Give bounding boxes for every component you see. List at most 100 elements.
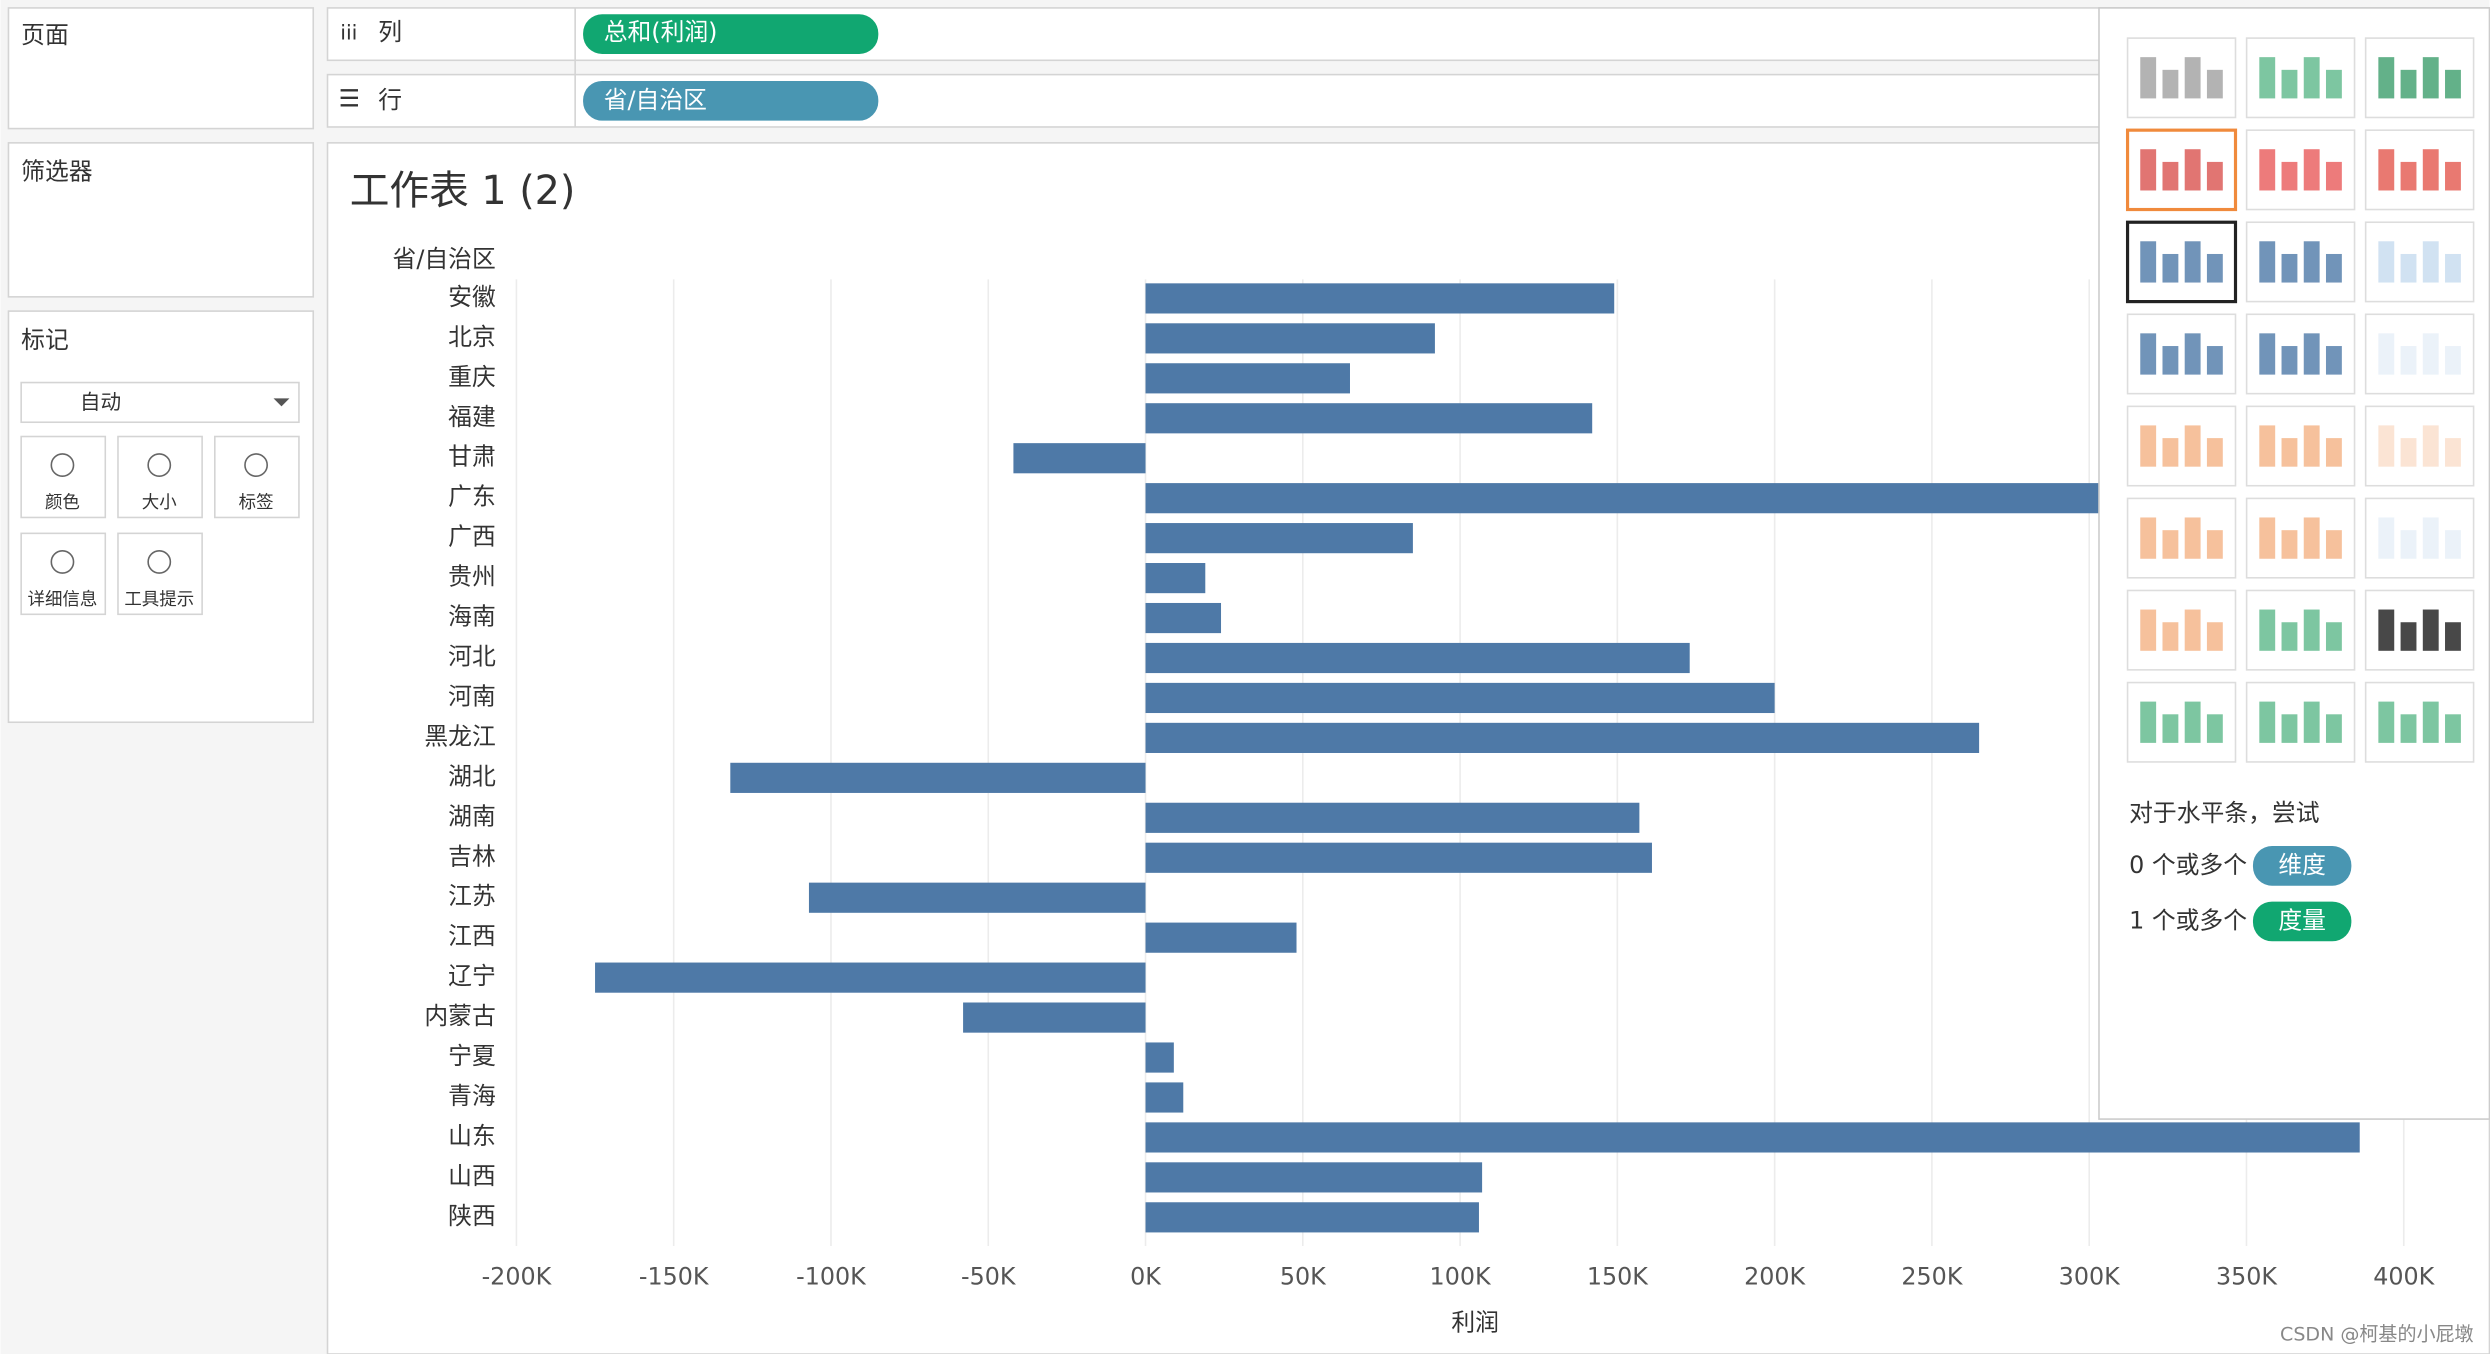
- y-tick-label: 宁夏: [448, 1042, 496, 1070]
- mark-type: 自动: [80, 390, 121, 414]
- thumbnail-glyph: [2303, 333, 2320, 375]
- thumbnail-glyph: [2378, 609, 2395, 651]
- thumbnail-glyph: [2140, 57, 2157, 99]
- bar: [1145, 283, 1615, 314]
- thumbnail-glyph: [2378, 517, 2395, 559]
- thumbnail-glyph: [2325, 69, 2342, 99]
- thumbnail-glyph: [2445, 530, 2461, 559]
- thumbnail-glyph: [2206, 346, 2223, 375]
- thumbnail-glyph: [2378, 701, 2395, 743]
- button-icon: [147, 550, 172, 574]
- bar: [808, 882, 1146, 913]
- thumbnail-glyph: [2303, 609, 2320, 651]
- pages-title: 页面: [21, 21, 69, 49]
- x-axis-label: 利润: [1451, 1308, 1499, 1336]
- mark-button[interactable]: [117, 532, 203, 616]
- thumbnail-glyph: [2400, 714, 2417, 743]
- x-tick-label: 200K: [1744, 1262, 1806, 1290]
- thumbnail-glyph: [2140, 241, 2157, 283]
- thumbnail-glyph: [2303, 241, 2320, 283]
- thumbnail-glyph: [2206, 253, 2223, 283]
- thumbnail-glyph: [2162, 161, 2179, 191]
- thumbnail-glyph: [2400, 438, 2417, 467]
- y-tick-label: 黑龙江: [424, 722, 495, 750]
- thumbnail-glyph: [2422, 149, 2439, 191]
- y-tick-label: 江苏: [448, 882, 496, 910]
- y-tick-label: 陕西: [448, 1202, 496, 1230]
- mark-button[interactable]: [214, 435, 300, 519]
- thumbnail-glyph: [2259, 57, 2276, 99]
- y-tick-label: 海南: [448, 603, 496, 631]
- thumbnail-glyph: [2325, 438, 2342, 467]
- button-icon: [50, 550, 75, 574]
- thumbnail-glyph: [2325, 346, 2342, 375]
- thumbnail-glyph: [2140, 517, 2157, 559]
- thumbnail-glyph: [2206, 69, 2223, 99]
- thumbnail-glyph: [2378, 241, 2395, 283]
- bar: [1145, 1162, 1483, 1193]
- x-tick-label: -100K: [796, 1262, 867, 1290]
- thumbnail-glyph: [2325, 530, 2342, 559]
- thumbnail-glyph: [2422, 425, 2439, 467]
- bar: [1145, 842, 1652, 873]
- thumbnail-glyph: [2259, 241, 2276, 283]
- button-icon: [147, 453, 172, 477]
- mark-type-dropdown[interactable]: [20, 381, 300, 424]
- y-tick-label: 河北: [448, 642, 496, 670]
- y-tick-label: 甘肃: [448, 443, 496, 471]
- dropdown-arrow: [273, 398, 290, 407]
- columns-label: 列: [378, 18, 402, 46]
- chart-thumbnail[interactable]: [2364, 497, 2475, 579]
- thumbnail-glyph: [2206, 438, 2223, 467]
- mark-button[interactable]: [117, 435, 203, 519]
- mark-button[interactable]: [20, 435, 107, 519]
- chart-thumbnail[interactable]: [2364, 405, 2475, 487]
- rows-icon: ☰: [339, 85, 360, 113]
- bar: [1145, 722, 1980, 753]
- thumbnail-glyph: [2259, 609, 2276, 651]
- y-tick-label: 广西: [448, 523, 496, 551]
- thumbnail-glyph: [2303, 57, 2320, 99]
- y-tick-label: 河南: [448, 682, 496, 710]
- mark-button[interactable]: [20, 532, 107, 616]
- thumbnail-glyph: [2281, 530, 2298, 559]
- chart-thumbnail[interactable]: [2364, 313, 2475, 395]
- x-tick-label: -150K: [639, 1262, 710, 1290]
- y-tick-label: 贵州: [448, 563, 496, 591]
- x-tick-label: 100K: [1430, 1262, 1492, 1290]
- thumbnail-glyph: [2445, 622, 2461, 651]
- rows-label: 行: [378, 86, 402, 114]
- columns-pill[interactable]: [583, 14, 879, 54]
- x-tick-label: 300K: [2059, 1262, 2121, 1290]
- x-tick-label: 400K: [2373, 1262, 2435, 1290]
- thumbnail-glyph: [2162, 346, 2179, 375]
- thumbnail-glyph: [2378, 57, 2395, 99]
- columns-pill-text: 总和(利润): [604, 18, 718, 46]
- thumbnail-glyph: [2140, 701, 2157, 743]
- sheet-title: 工作表 1 (2): [350, 168, 576, 214]
- thumbnail-glyph: [2206, 714, 2223, 743]
- thumbnail-glyph: [2140, 609, 2157, 651]
- y-tick-label: 内蒙古: [424, 1002, 495, 1030]
- thumbnail-glyph: [2281, 346, 2298, 375]
- watermark: CSDN @柯基的小屁墩: [2280, 1323, 2474, 1345]
- button-icon: [244, 453, 268, 477]
- bar: [1145, 403, 1593, 434]
- dims-pill: [2252, 846, 2352, 886]
- thumbnail-glyph: [2184, 425, 2201, 467]
- thumbnail-glyph: [2325, 714, 2342, 743]
- y-tick-label: 北京: [448, 323, 496, 351]
- thumbnail-glyph: [2422, 609, 2439, 651]
- thumbnail-glyph: [2422, 517, 2439, 559]
- rows-pill[interactable]: [583, 80, 879, 121]
- bar: [1145, 1122, 2360, 1153]
- thumbnail-glyph: [2259, 701, 2276, 743]
- bar: [1145, 922, 1297, 953]
- thumbnail-glyph: [2378, 149, 2395, 191]
- button-label: 大小: [142, 493, 177, 513]
- button-label: 详细信息: [28, 590, 98, 610]
- thumbnail-glyph: [2162, 438, 2179, 467]
- bar: [1145, 523, 1413, 554]
- y-tick-label: 安徽: [448, 283, 496, 311]
